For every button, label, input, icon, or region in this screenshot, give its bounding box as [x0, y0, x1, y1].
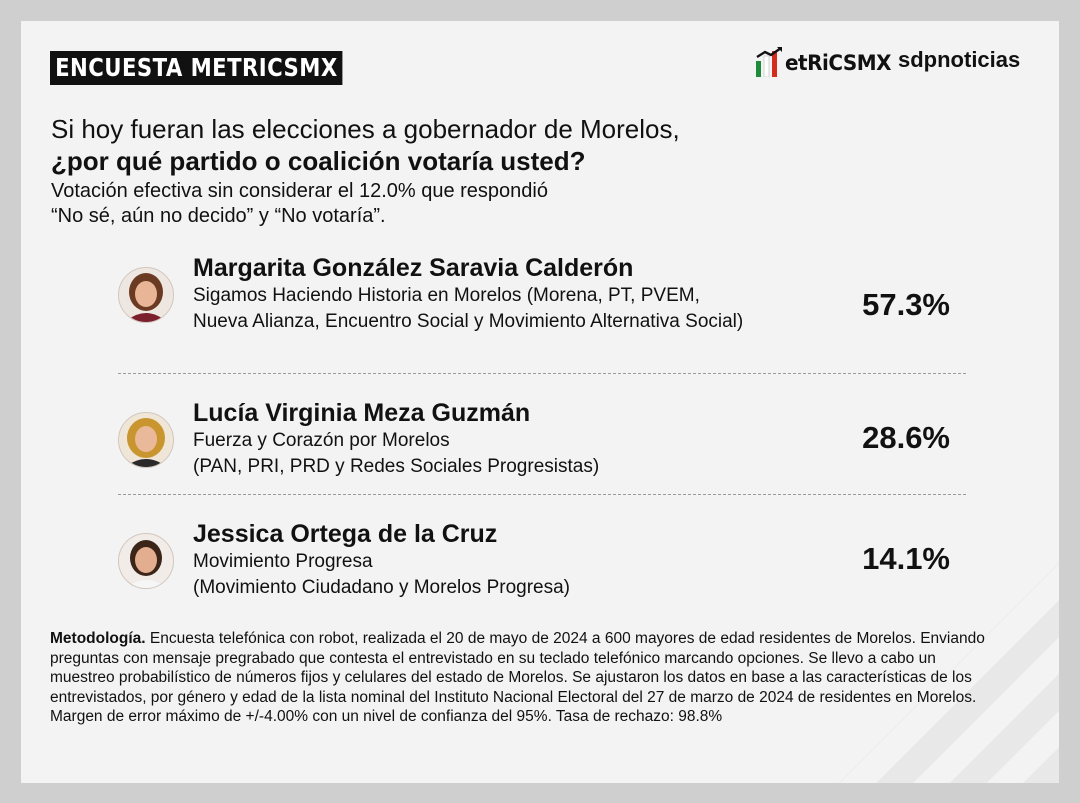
- methodology-label: Metodología.: [50, 630, 146, 647]
- candidate-percentage: 28.6%: [862, 420, 950, 455]
- subtitle-line-2: “No sé, aún no decido” y “No votaría”.: [51, 205, 386, 227]
- methodology-note: Metodología. Encuesta telefónica con rob…: [50, 629, 995, 727]
- candidate-info: Margarita González Saravia Calderón Siga…: [193, 253, 853, 335]
- candidate-photo-avatar: [118, 267, 174, 323]
- survey-subtitle: Votación efectiva sin considerar el 12.0…: [51, 179, 751, 229]
- candidate-results: Margarita González Saravia Calderón Siga…: [118, 253, 966, 615]
- candidate-percentage: 14.1%: [862, 541, 950, 576]
- candidate-name: Lucía Virginia Meza Guzmán: [193, 399, 531, 427]
- metricsmx-logo-text: etRiCSMX: [785, 51, 892, 75]
- metricsmx-logo: etRiCSMX: [755, 43, 897, 77]
- question-line-2: ¿por qué partido o coalición votaría ust…: [51, 146, 586, 176]
- coalition-line: Fuerza y Corazón por Morelos: [193, 430, 450, 451]
- survey-badge: ENCUESTA METRICSMX: [50, 51, 343, 85]
- candidate-row: Lucía Virginia Meza Guzmán Fuerza y Cora…: [118, 374, 966, 495]
- candidate-info: Jessica Ortega de la Cruz Movimiento Pro…: [193, 519, 853, 601]
- candidate-row: Jessica Ortega de la Cruz Movimiento Pro…: [118, 495, 966, 615]
- poll-card: ENCUESTA METRICSMX etRiCSMX sdpnoticias …: [21, 21, 1059, 783]
- candidate-photo-avatar: [118, 533, 174, 589]
- coalition-line: Nueva Alianza, Encuentro Social y Movimi…: [193, 311, 744, 332]
- candidate-info: Lucía Virginia Meza Guzmán Fuerza y Cora…: [193, 398, 853, 480]
- subtitle-line-1: Votación efectiva sin considerar el 12.0…: [51, 180, 548, 202]
- candidate-name: Jessica Ortega de la Cruz: [193, 520, 498, 548]
- coalition-line: Movimiento Progresa: [193, 551, 373, 572]
- sdpnoticias-logo: sdpnoticias: [898, 47, 1021, 72]
- coalition-line: (Movimiento Ciudadano y Morelos Progresa…: [193, 577, 570, 598]
- survey-question: Si hoy fueran las elecciones a gobernado…: [51, 113, 951, 177]
- candidate-photo-avatar: [118, 412, 174, 468]
- candidate-percentage: 57.3%: [862, 287, 950, 322]
- coalition-line: Sigamos Haciendo Historia en Morelos (Mo…: [193, 285, 700, 306]
- candidate-row: Margarita González Saravia Calderón Siga…: [118, 253, 966, 374]
- candidate-name: Margarita González Saravia Calderón: [193, 254, 634, 282]
- metricsmx-bar-icon: [756, 47, 782, 77]
- coalition-line: (PAN, PRI, PRD y Redes Sociales Progresi…: [193, 456, 600, 477]
- question-line-1: Si hoy fueran las elecciones a gobernado…: [51, 114, 680, 144]
- methodology-text: Encuesta telefónica con robot, realizada…: [50, 630, 985, 725]
